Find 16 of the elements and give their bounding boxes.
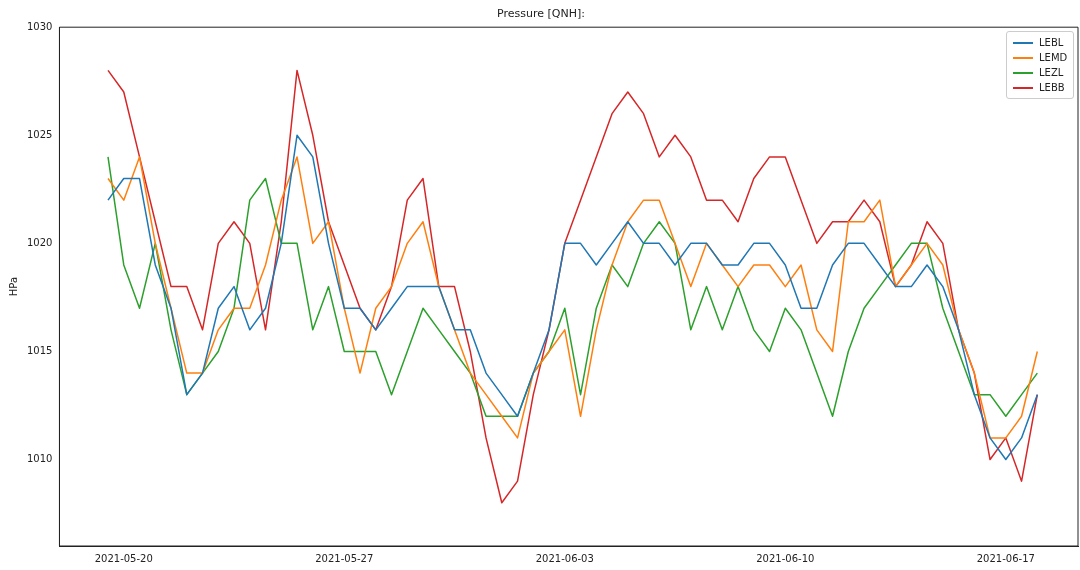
- y-tick-label: 1030: [27, 20, 53, 32]
- legend-label: LEZL: [1039, 67, 1064, 79]
- y-tick-label: 1010: [27, 453, 53, 465]
- x-tick-label: 2021-05-27: [315, 552, 374, 564]
- y-tick-label: 1020: [27, 236, 53, 248]
- x-tick-label: 2021-06-03: [535, 552, 594, 564]
- legend-label: LEBB: [1039, 82, 1065, 94]
- y-tick-label: 1025: [27, 128, 53, 140]
- chart-title: Pressure [QNH]:: [497, 7, 585, 21]
- legend-label: LEMD: [1039, 52, 1068, 64]
- x-tick-label: 2021-06-17: [976, 552, 1035, 564]
- x-tick-label: 2021-06-10: [756, 552, 815, 564]
- legend-label: LEBL: [1039, 37, 1064, 49]
- x-tick-label: 2021-05-20: [94, 552, 153, 564]
- y-axis-title: HPa: [7, 276, 19, 297]
- y-tick-label: 1015: [27, 345, 53, 357]
